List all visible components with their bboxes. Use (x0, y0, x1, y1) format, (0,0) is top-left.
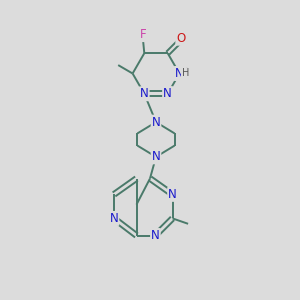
Text: F: F (140, 28, 146, 41)
Text: N: N (163, 87, 172, 100)
Text: N: N (110, 212, 118, 225)
Text: N: N (175, 67, 184, 80)
Text: N: N (152, 150, 160, 164)
Text: N: N (152, 116, 160, 129)
Text: H: H (182, 68, 189, 78)
Text: N: N (151, 229, 160, 242)
Text: O: O (176, 32, 185, 45)
Text: N: N (140, 87, 149, 100)
Text: N: N (175, 67, 184, 80)
Text: H: H (181, 67, 188, 77)
Text: N: N (168, 188, 177, 201)
Text: N: N (163, 87, 172, 100)
